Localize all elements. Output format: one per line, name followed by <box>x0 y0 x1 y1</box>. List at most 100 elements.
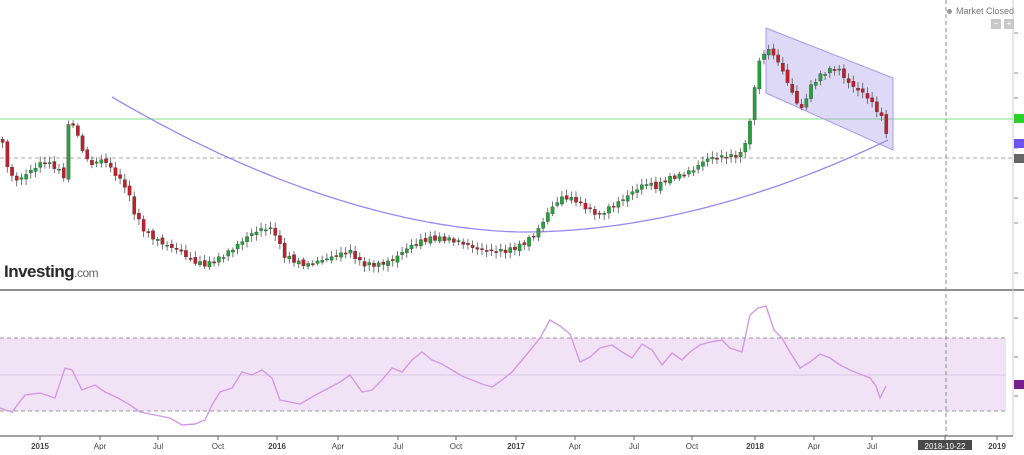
candlestick <box>419 233 423 250</box>
candlestick <box>560 190 564 207</box>
candle-body <box>221 257 226 259</box>
zoom-in-icon[interactable]: + <box>1004 19 1014 29</box>
candle-body <box>155 239 160 241</box>
candlestick <box>29 164 33 179</box>
candlestick <box>555 196 560 208</box>
candle-body <box>240 241 245 245</box>
candle-body <box>123 179 127 188</box>
candlestick <box>160 234 165 250</box>
candle-body <box>724 156 729 159</box>
candle-body <box>616 201 621 208</box>
candle-body <box>696 165 701 170</box>
candlestick <box>104 153 108 168</box>
candlestick <box>155 236 160 247</box>
candlestick <box>635 183 639 198</box>
status-dot-icon <box>946 8 952 14</box>
candlestick <box>550 201 555 217</box>
candlestick <box>499 243 503 258</box>
candle-body <box>76 125 80 136</box>
candle-body <box>217 256 221 263</box>
candle-body <box>47 162 52 164</box>
candlestick <box>663 176 668 186</box>
candlestick <box>123 173 127 194</box>
candlestick <box>386 257 390 272</box>
candle-body <box>823 74 827 76</box>
candlestick <box>719 149 724 163</box>
x-axis-tick-label: 2019 <box>988 442 1006 450</box>
candle-body <box>781 62 785 72</box>
candlestick <box>597 210 602 219</box>
candle-body <box>268 227 273 230</box>
candlestick <box>757 57 762 95</box>
candlestick <box>76 123 80 138</box>
candle-body <box>273 228 278 236</box>
candle-body <box>860 88 865 93</box>
candlestick <box>593 206 597 220</box>
candlestick <box>475 242 480 255</box>
candle-body <box>865 93 870 99</box>
candlestick <box>282 237 287 263</box>
candle-body <box>292 254 296 263</box>
candle-body <box>71 123 75 126</box>
candlestick <box>85 146 90 162</box>
candlestick <box>311 260 315 267</box>
candlestick <box>202 254 207 269</box>
candlestick <box>254 226 259 241</box>
candle-body <box>0 139 5 143</box>
candlestick <box>292 250 296 267</box>
candle-body <box>423 238 428 242</box>
candlestick <box>762 50 766 65</box>
candle-body <box>235 243 240 250</box>
candlestick <box>583 198 588 214</box>
candle-body <box>644 184 649 186</box>
candlestick <box>687 166 691 178</box>
candle-body <box>672 175 677 179</box>
candle-body <box>766 49 771 56</box>
candlestick <box>249 228 254 242</box>
candle-body <box>212 261 216 264</box>
candlestick <box>823 72 827 81</box>
candlestick <box>343 246 348 259</box>
candle-body <box>174 248 179 250</box>
candlestick <box>296 257 301 268</box>
candlestick <box>273 222 278 242</box>
candle-body <box>461 241 466 245</box>
candle-body <box>306 263 310 267</box>
candlestick <box>574 191 578 207</box>
candle-body <box>118 174 122 179</box>
candle-body <box>738 152 743 158</box>
candle-body <box>400 252 404 255</box>
candle-body <box>663 180 668 183</box>
candle-body <box>14 175 19 181</box>
candle-body <box>282 242 287 258</box>
candle-body <box>569 197 574 201</box>
candlestick <box>795 85 799 106</box>
candlestick <box>306 260 310 270</box>
candlestick <box>804 93 809 111</box>
candle-body <box>851 81 856 87</box>
candle-body <box>475 247 480 250</box>
candle-body <box>188 258 193 260</box>
candlestick <box>541 217 545 232</box>
candle-body <box>541 221 545 229</box>
candle-body <box>29 169 33 174</box>
candlestick <box>837 65 842 76</box>
candle-body <box>611 205 616 208</box>
zoom-out-icon[interactable]: − <box>991 19 1001 29</box>
candle-body <box>588 207 592 209</box>
x-axis-tick-label: Oct <box>450 442 463 450</box>
candlestick <box>174 243 179 254</box>
price-marker-purple <box>1014 139 1024 148</box>
candle-body <box>705 158 710 162</box>
candle-body <box>466 243 470 245</box>
candle-body <box>818 73 823 82</box>
price-panel <box>0 27 1024 274</box>
candle-body <box>494 251 498 253</box>
market-status: Market Closed <box>946 6 1014 16</box>
candlestick <box>433 230 437 243</box>
candle-body <box>658 181 663 191</box>
candlestick <box>522 239 527 250</box>
candlestick <box>484 244 489 258</box>
candle-body <box>170 243 174 248</box>
